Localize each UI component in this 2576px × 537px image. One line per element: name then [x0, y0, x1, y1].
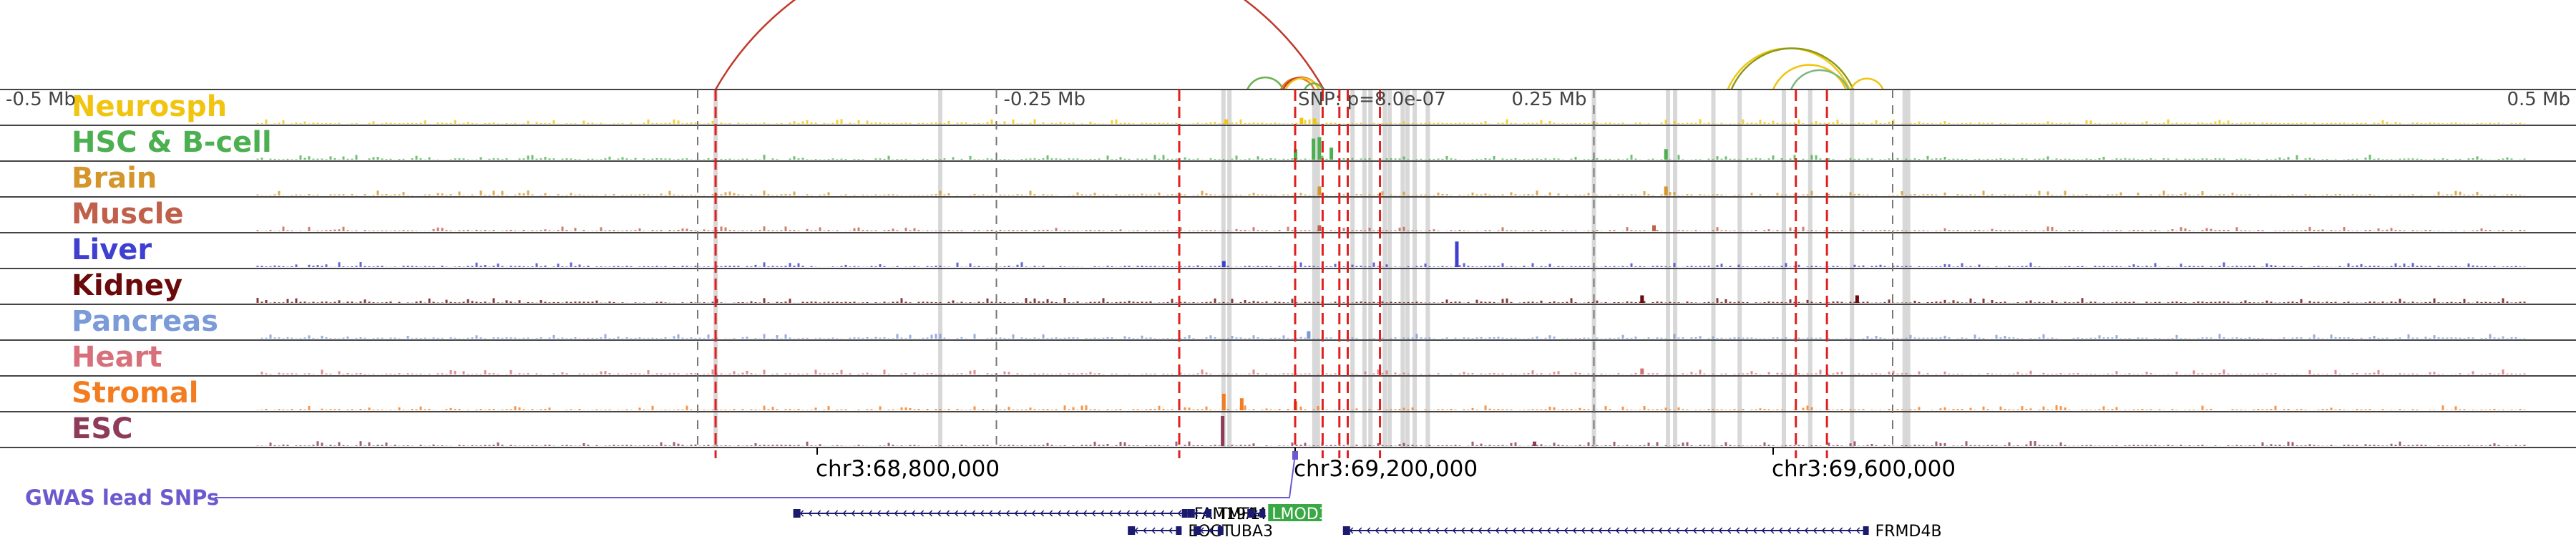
chromatin-loop-arc — [1772, 64, 1848, 90]
snp-pvalue-annotation: SNP: p=8.0e-07 — [1298, 89, 1446, 110]
gwas-snp-marker — [1292, 451, 1298, 460]
gene-exon — [1176, 526, 1182, 535]
axis-tick-label: 0.25 Mb — [1511, 89, 1586, 110]
signal-peak — [1312, 118, 1317, 124]
track-liver: Liver — [0, 232, 2576, 267]
signal-peak — [1221, 416, 1225, 446]
signal-peak — [1455, 241, 1459, 267]
gene-label-highlight — [1268, 504, 1322, 521]
track-signal — [256, 298, 2526, 303]
track-label: Stromal — [72, 377, 199, 410]
signal-peak — [1312, 138, 1316, 160]
signal-peak — [1307, 331, 1311, 339]
signal-peak — [1221, 261, 1226, 267]
track-label: Pancreas — [72, 305, 218, 338]
track-signal — [256, 190, 2526, 195]
signal-peak — [1299, 117, 1304, 124]
track-signal — [256, 334, 2526, 339]
gene-exon — [1181, 509, 1188, 518]
gene-exon — [793, 509, 801, 518]
gene-uba3: UBA3 — [1194, 523, 1273, 537]
track-label: Neurosph — [72, 90, 227, 123]
track-esc: ESC — [0, 411, 2576, 446]
track-label: Kidney — [72, 269, 182, 302]
axis-tick-label: -0.25 Mb — [1004, 89, 1085, 110]
relative-axis: -0.5 Mb -0.25 Mb 0.25 Mb 0.5 Mb — [6, 89, 2570, 448]
chromatin-loop-arc — [1246, 77, 1284, 90]
gene-exon — [1206, 509, 1212, 518]
gene-exon — [1863, 526, 1869, 535]
gene-exon — [1128, 526, 1136, 535]
signal-peak — [1317, 186, 1322, 195]
track-label: Heart — [72, 341, 162, 374]
chromatin-loop-arc — [1850, 77, 1884, 90]
gwas-lead-snp-track: GWAS lead SNPs — [25, 451, 1298, 510]
track-signal — [256, 369, 2526, 374]
genomic-coordinate-axis: chr3:68,800,000 chr3:69,200,000 chr3:69,60… — [816, 448, 1956, 482]
signal-peak — [1330, 147, 1334, 160]
gene-exon — [1194, 526, 1201, 535]
track-pancreas: Pancreas — [0, 304, 2576, 339]
signal-peak — [1664, 149, 1668, 160]
track-heart: Heart — [0, 339, 2576, 374]
track-label: Muscle — [72, 198, 184, 231]
chromatin-loop-arc — [1304, 82, 1324, 90]
chromatin-loop-arc — [1284, 77, 1320, 90]
axis-tick-label: -0.5 Mb — [6, 89, 76, 110]
gene-annotation-track: FAM19A4TMF1LMOD3EOGTUBA3FRMD4BARL6IP5 — [793, 504, 1942, 537]
coord-tick-label: chr3:68,800,000 — [816, 456, 1000, 482]
gene-exon — [1342, 526, 1350, 535]
track-stromal: Stromal — [0, 375, 2576, 410]
coord-tick-label: chr3:69,600,000 — [1772, 456, 1956, 482]
signal-peak — [1317, 225, 1322, 231]
track-signal — [256, 441, 2526, 446]
track-signal — [256, 119, 2526, 124]
signal-peak — [1640, 368, 1644, 374]
signal-peak — [1652, 225, 1656, 231]
signal-peak — [1221, 393, 1226, 410]
gene-frmd4b: FRMD4B — [1342, 523, 1942, 537]
chromatin-loops — [714, 0, 1884, 90]
signal-peak — [1317, 137, 1322, 160]
signal-peak — [1224, 119, 1229, 124]
track-brain: Brain — [0, 160, 2576, 195]
gene-name-label: FRMD4B — [1875, 523, 1942, 537]
gene-name-label: UBA3 — [1230, 523, 1273, 537]
track-signal — [256, 262, 2526, 267]
track-muscle: Muscle — [0, 196, 2576, 231]
track-label: HSC & B-cell — [72, 126, 272, 159]
track-signal — [256, 155, 2526, 160]
gene-name-label: LMOD3 — [1272, 505, 1329, 523]
chromatin-loop-arc — [1730, 47, 1855, 90]
gene-exon — [1217, 526, 1224, 535]
track-kidney: Kidney — [0, 268, 2576, 303]
signal-peak — [1294, 149, 1297, 160]
track-label: ESC — [72, 412, 133, 445]
track-signal — [256, 226, 2526, 231]
axis-tick-label: 0.5 Mb — [2507, 89, 2570, 110]
gene-exon — [1259, 509, 1266, 518]
gene-exon — [1247, 509, 1255, 518]
coord-tick-label: chr3:69,200,000 — [1294, 456, 1478, 482]
red-dashed-lines — [714, 90, 1828, 458]
gwas-snp-connector — [215, 454, 1296, 498]
track-neurosph: Neurosph — [0, 89, 2576, 124]
gene-exon — [1187, 509, 1195, 518]
signal-peak — [1855, 295, 1859, 303]
track-label: Liver — [72, 233, 152, 266]
signal-peak — [1533, 441, 1536, 446]
chromatin-loop-arc — [1790, 69, 1850, 90]
signal-peak — [1664, 186, 1668, 195]
signal-peak — [1239, 398, 1244, 410]
gene-lmod3: LMOD3 — [1247, 504, 1329, 523]
chromatin-loop-arc — [714, 0, 1325, 90]
gwas-lead-snps-label: GWAS lead SNPs — [25, 485, 219, 510]
track-signal — [256, 405, 2526, 410]
track-hsc-b-cell: HSC & B-cell — [0, 125, 2576, 160]
track-label: Brain — [72, 162, 157, 195]
signal-peak — [1640, 295, 1644, 303]
